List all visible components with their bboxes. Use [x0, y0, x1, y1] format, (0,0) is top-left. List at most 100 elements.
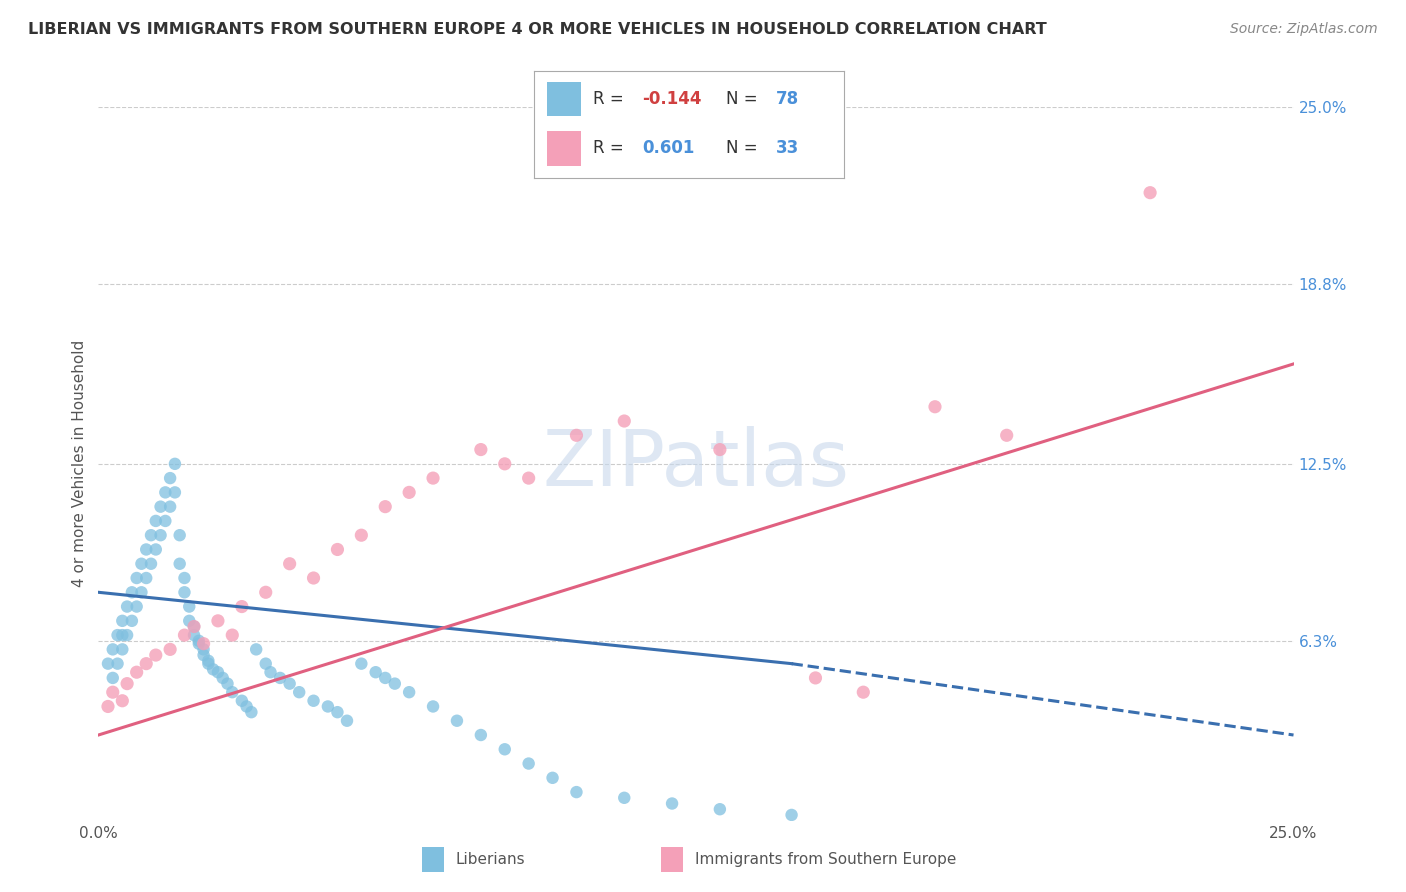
Point [145, 542, 167, 557]
Point [173, 571, 195, 585]
Point [187, 637, 209, 651]
Point [278, 557, 301, 571]
Point [111, 614, 134, 628]
Text: 78: 78 [776, 90, 799, 108]
Point [709, 802, 731, 816]
Point [235, 699, 257, 714]
Text: -0.144: -0.144 [643, 90, 702, 108]
Point [159, 500, 181, 514]
Point [159, 642, 181, 657]
Point [135, 542, 157, 557]
Point [202, 662, 225, 676]
Text: R =: R = [593, 139, 634, 157]
Point [169, 557, 191, 571]
Point [149, 528, 172, 542]
Point [111, 694, 134, 708]
Point [97, 657, 120, 671]
Point [613, 414, 636, 428]
Text: N =: N = [725, 90, 763, 108]
Point [398, 685, 420, 699]
Text: ZIPatlas: ZIPatlas [543, 425, 849, 502]
Point [302, 694, 325, 708]
Point [183, 619, 205, 633]
Point [173, 585, 195, 599]
Point [173, 628, 195, 642]
Text: 33: 33 [776, 139, 799, 157]
Point [111, 628, 134, 642]
Point [316, 699, 339, 714]
FancyBboxPatch shape [547, 131, 581, 166]
Point [169, 528, 191, 542]
Point [115, 676, 138, 690]
Point [107, 657, 129, 671]
Point [398, 485, 420, 500]
Point [149, 500, 172, 514]
Point [924, 400, 946, 414]
Point [374, 500, 396, 514]
Point [131, 585, 153, 599]
Point [269, 671, 291, 685]
Point [145, 514, 167, 528]
Point [494, 457, 516, 471]
Point [101, 685, 124, 699]
Point [111, 642, 134, 657]
Point [139, 557, 162, 571]
Point [326, 542, 349, 557]
Text: R =: R = [593, 90, 628, 108]
Point [125, 599, 148, 614]
Text: Immigrants from Southern Europe: Immigrants from Southern Europe [695, 853, 956, 867]
Point [183, 619, 205, 633]
Point [139, 528, 162, 542]
Point [254, 657, 277, 671]
Point [125, 665, 148, 680]
Point [804, 671, 827, 685]
Point [565, 428, 588, 442]
Point [121, 614, 143, 628]
Point [221, 685, 243, 699]
Point [131, 557, 153, 571]
Point [187, 633, 209, 648]
Point [446, 714, 468, 728]
Text: LIBERIAN VS IMMIGRANTS FROM SOUTHERN EUROPE 4 OR MORE VEHICLES IN HOUSEHOLD CORR: LIBERIAN VS IMMIGRANTS FROM SOUTHERN EUR… [28, 22, 1047, 37]
Point [494, 742, 516, 756]
Point [384, 676, 406, 690]
Point [193, 642, 215, 657]
Point [254, 585, 277, 599]
Point [155, 485, 177, 500]
Point [326, 705, 349, 719]
Point [145, 648, 167, 662]
Text: 0.601: 0.601 [643, 139, 695, 157]
Point [278, 676, 301, 690]
Point [179, 614, 201, 628]
Point [374, 671, 396, 685]
Point [541, 771, 564, 785]
Point [135, 571, 157, 585]
Point [336, 714, 359, 728]
Point [207, 665, 229, 680]
Point [197, 654, 219, 668]
Point [780, 808, 803, 822]
Point [517, 756, 540, 771]
Point [1139, 186, 1161, 200]
Point [135, 657, 157, 671]
Point [364, 665, 387, 680]
Point [221, 628, 243, 642]
Point [121, 585, 143, 599]
Point [183, 628, 205, 642]
Point [163, 485, 186, 500]
Text: Liberians: Liberians [456, 853, 526, 867]
Point [995, 428, 1018, 442]
Y-axis label: 4 or more Vehicles in Household: 4 or more Vehicles in Household [72, 340, 87, 588]
Point [207, 614, 229, 628]
Point [245, 642, 267, 657]
Point [197, 657, 219, 671]
Point [613, 790, 636, 805]
Point [193, 637, 215, 651]
Point [259, 665, 281, 680]
Point [852, 685, 875, 699]
Point [350, 657, 373, 671]
Point [107, 628, 129, 642]
Point [179, 599, 201, 614]
Point [422, 699, 444, 714]
Point [115, 599, 138, 614]
